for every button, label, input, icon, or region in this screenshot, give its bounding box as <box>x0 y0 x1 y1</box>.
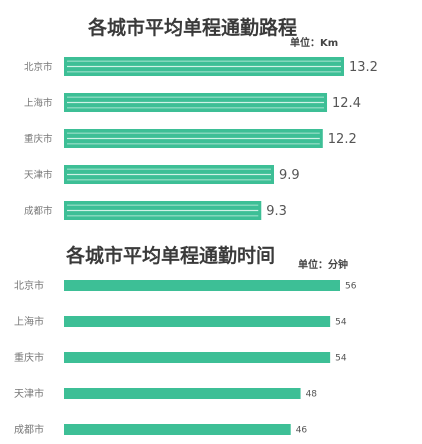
value-label: 12.2 <box>328 132 357 147</box>
value-label: 54 <box>335 318 347 328</box>
value-label: 9.3 <box>266 204 287 219</box>
bar <box>64 388 301 399</box>
bar-stripe <box>67 215 259 217</box>
bar-stripe <box>67 209 259 212</box>
chart-time-title: 各城市平均单程通勤时间 <box>65 244 275 267</box>
value-label: 54 <box>335 354 347 364</box>
value-label: 56 <box>345 282 357 292</box>
chart-distance-title: 各城市平均单程通勤路程 <box>87 16 297 39</box>
bar-stripe <box>67 137 320 140</box>
bar-stripe <box>67 60 341 62</box>
category-label: 成都市 <box>24 205 53 217</box>
category-label: 上海市 <box>24 97 53 109</box>
value-label: 46 <box>296 426 308 436</box>
chart-distance: 各城市平均单程通勤路程 单位：Km 北京市 13.2 上海市 12.4 重庆市 12.2 天… <box>24 16 378 220</box>
bar-stripe <box>67 204 259 206</box>
value-label: 12.4 <box>332 96 361 111</box>
category-label: 北京市 <box>14 279 44 292</box>
bar-stripe <box>67 173 271 176</box>
value-label: 13.2 <box>349 60 378 75</box>
bar <box>64 316 331 327</box>
category-label: 北京市 <box>24 61 53 73</box>
bar-stripe <box>67 143 320 145</box>
bar-stripe <box>67 71 341 73</box>
bar <box>64 280 340 291</box>
bar-stripe <box>67 107 325 109</box>
bar-stripe <box>67 65 341 68</box>
category-label: 重庆市 <box>24 133 53 145</box>
value-label: 9.9 <box>279 168 300 183</box>
category-label: 成都市 <box>14 423 44 436</box>
bar <box>64 424 291 435</box>
value-label: 48 <box>306 390 318 400</box>
chart-time-unit: 单位：分钟 <box>298 258 348 271</box>
bar <box>64 352 331 363</box>
bar-stripe <box>67 132 320 134</box>
bar-stripe <box>67 168 271 170</box>
category-label: 上海市 <box>14 315 44 328</box>
chart-time: 各城市平均单程通勤时间 单位：分钟 北京市 56 上海市 54 重庆市 54 天津市 48 成都… <box>14 244 357 436</box>
bar-stripe <box>67 96 325 98</box>
chart-distance-bars: 北京市 13.2 上海市 12.4 重庆市 12.2 天津市 9.9 成都市 9.3 <box>24 57 378 220</box>
bar-stripe <box>67 101 325 104</box>
category-label: 天津市 <box>14 387 44 400</box>
category-label: 重庆市 <box>14 351 44 364</box>
chart-distance-unit: 单位：Km <box>290 36 338 49</box>
category-label: 天津市 <box>24 169 53 181</box>
bar-stripe <box>67 179 271 181</box>
chart-time-bars: 北京市 56 上海市 54 重庆市 54 天津市 48 成都市 46 <box>14 279 357 436</box>
